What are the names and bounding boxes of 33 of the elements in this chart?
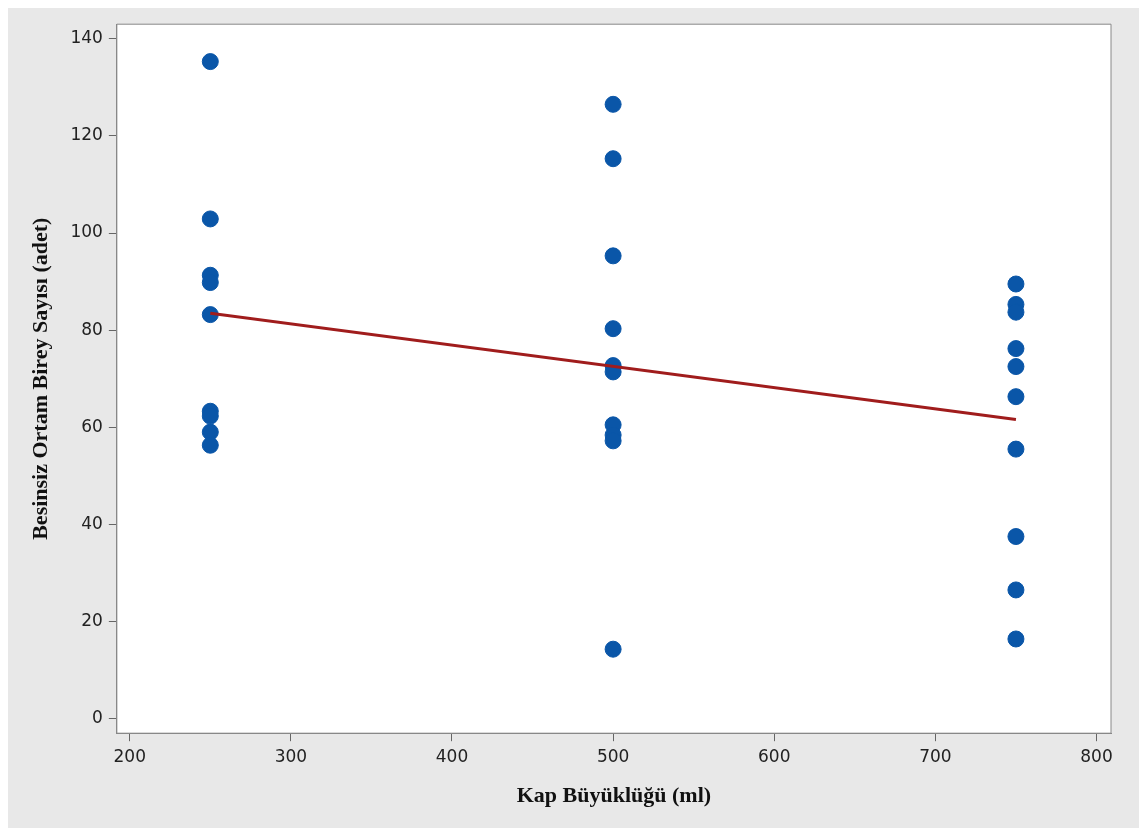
x-tick-label: 300	[274, 745, 308, 766]
point	[604, 320, 622, 338]
x-tick-label: 700	[919, 745, 952, 766]
y-tick-label: 20	[81, 609, 103, 630]
point	[1007, 528, 1025, 546]
point	[1007, 388, 1025, 406]
point	[1007, 630, 1025, 648]
point	[604, 95, 622, 113]
y-tick-label: 40	[81, 512, 103, 533]
x-tick-label: 400	[435, 745, 469, 766]
y-tick-label: 140	[70, 27, 103, 48]
point	[604, 640, 622, 658]
y-tick-label: 60	[81, 415, 103, 436]
point	[201, 436, 219, 454]
point	[201, 53, 219, 71]
y-axis-title: Besinsiz Ortam Birey Sayısı (adet)	[26, 217, 52, 540]
x-axis-title: Kap Büyüklüğü (ml)	[516, 782, 712, 808]
point	[1007, 581, 1025, 599]
point	[1007, 358, 1025, 376]
y-tick-label: 0	[92, 707, 103, 728]
point	[604, 247, 622, 265]
x-tick-label: 200	[113, 745, 146, 766]
x-tick-label: 500	[596, 745, 630, 766]
y-tick-label: 80	[81, 318, 103, 339]
point	[201, 210, 219, 228]
y-tick-label: 100	[70, 221, 103, 242]
x-tick-label: 600	[758, 745, 791, 766]
x-tick-label: 800	[1080, 745, 1113, 766]
point	[1007, 275, 1025, 293]
y-tick-label: 120	[70, 124, 103, 145]
point	[1007, 340, 1025, 358]
point	[1007, 440, 1025, 458]
point	[604, 150, 622, 168]
